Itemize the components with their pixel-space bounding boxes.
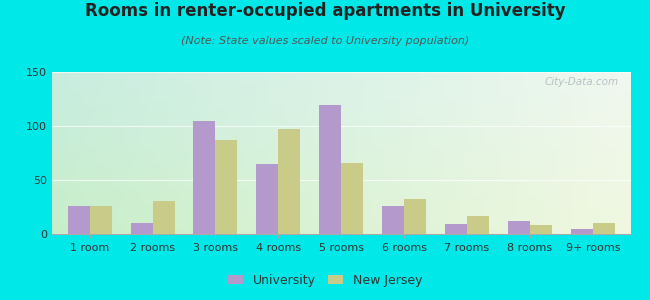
- Bar: [90, 206, 112, 234]
- Legend: University, New Jersey: University, New Jersey: [224, 270, 426, 291]
- Bar: [216, 140, 237, 234]
- Bar: [467, 216, 489, 234]
- Bar: [404, 200, 426, 234]
- Bar: [131, 223, 153, 234]
- Bar: [382, 206, 404, 234]
- Bar: [319, 106, 341, 234]
- Bar: [153, 200, 175, 234]
- Bar: [571, 229, 593, 234]
- Bar: [530, 225, 552, 234]
- Bar: [194, 121, 216, 234]
- Bar: [256, 164, 278, 234]
- Text: (Note: State values scaled to University population): (Note: State values scaled to University…: [181, 36, 469, 46]
- Bar: [593, 223, 615, 234]
- Bar: [68, 206, 90, 234]
- Text: City-Data.com: City-Data.com: [545, 77, 619, 87]
- Bar: [278, 129, 300, 234]
- Bar: [445, 224, 467, 234]
- Bar: [508, 221, 530, 234]
- Bar: [341, 163, 363, 234]
- Text: Rooms in renter-occupied apartments in University: Rooms in renter-occupied apartments in U…: [84, 2, 566, 20]
